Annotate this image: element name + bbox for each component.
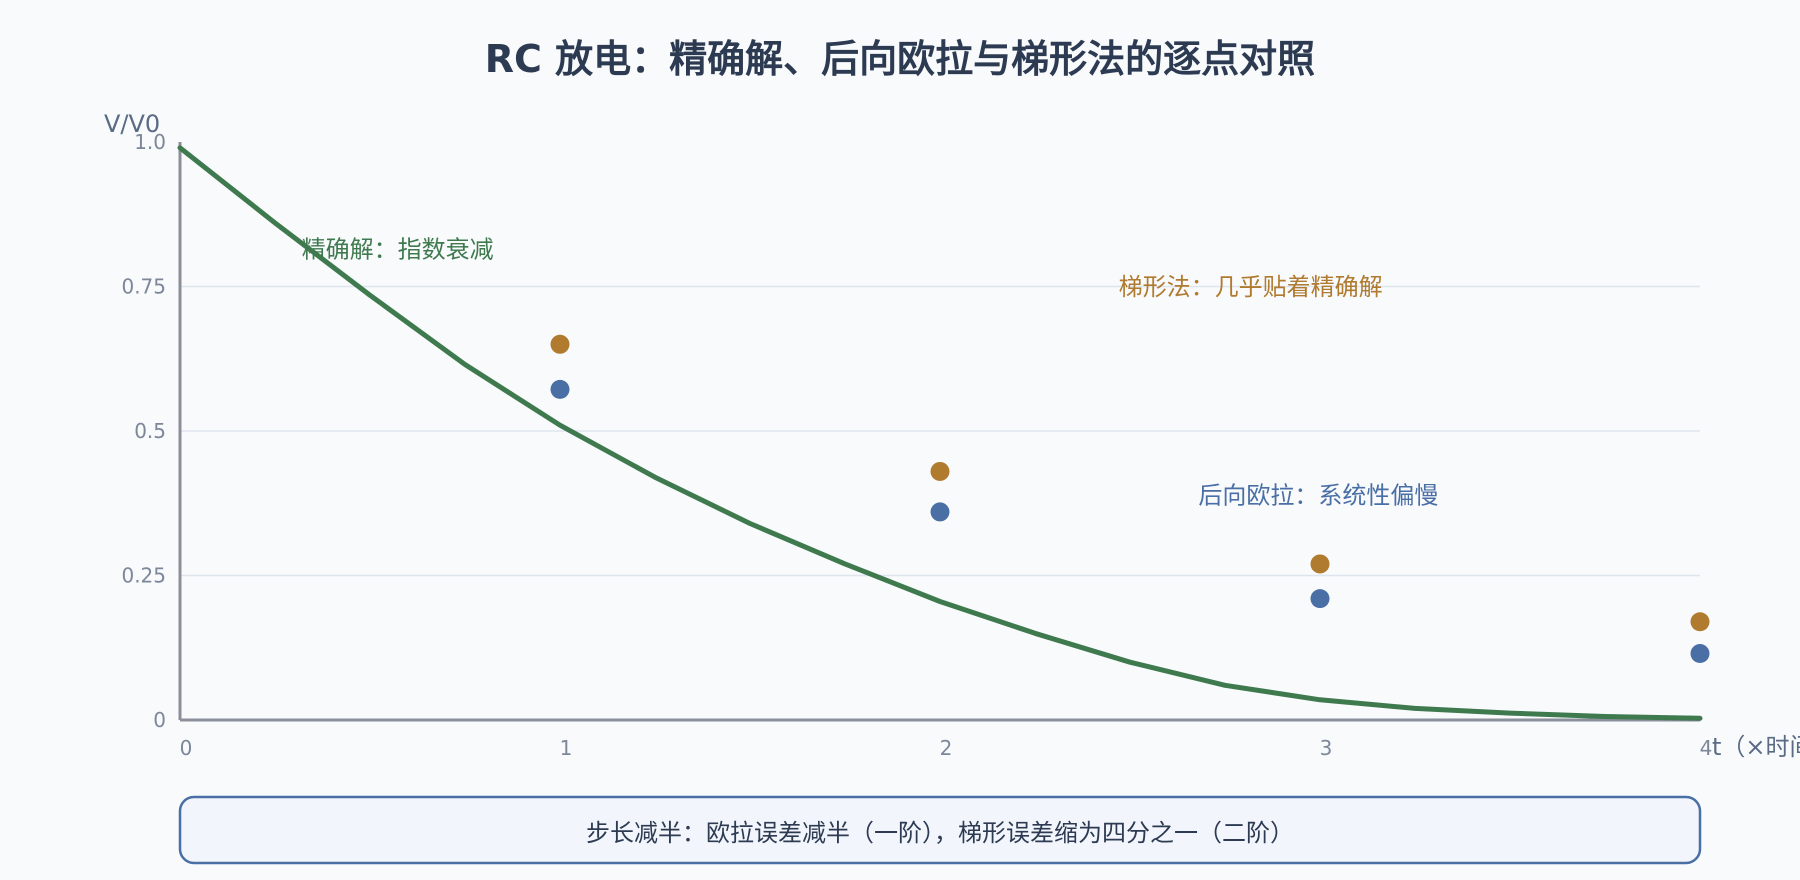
x-tick-label: 3 — [1320, 736, 1333, 760]
y-tick-label: 1.0 — [134, 130, 166, 154]
point-backward_euler — [550, 379, 570, 399]
y-tick-label: 0 — [153, 708, 166, 732]
point-backward_euler — [930, 502, 950, 522]
x-tick-label: 1 — [560, 736, 573, 760]
note-text: 步长减半：欧拉误差减半（一阶），梯形误差缩为四分之一（二阶） — [586, 819, 1294, 847]
point-backward_euler — [1310, 589, 1330, 609]
point-trapezoid — [930, 461, 950, 481]
x-tick-label: 4 — [1700, 736, 1713, 760]
y-tick-label: 0.75 — [121, 275, 166, 299]
point-trapezoid — [550, 334, 570, 354]
note-box — [178, 795, 1702, 865]
annotation-label: 精确解：指数衰减 — [302, 236, 494, 264]
annotation-label: 后向欧拉：系统性偏慢 — [1198, 481, 1438, 509]
series-line-exact — [177, 145, 1703, 721]
point-backward_euler — [1690, 644, 1710, 664]
y-tick-label: 0.5 — [134, 419, 166, 443]
chart-title: RC 放电：精确解、后向欧拉与梯形法的逐点对照 — [485, 37, 1315, 81]
grid — [180, 285, 1700, 577]
x-tick-label: 2 — [940, 736, 953, 760]
series-layer — [177, 145, 1710, 721]
x-axis-label: t（×时间 — [1712, 733, 1800, 761]
axes — [178, 142, 1700, 722]
x-tick-label: 0 — [180, 736, 193, 760]
annotation-label: 梯形法：几乎贴着精确解 — [1119, 273, 1383, 301]
y-tick-label: 0.25 — [121, 564, 166, 588]
y-axis-label: V/V0 — [104, 110, 160, 138]
point-trapezoid — [1310, 554, 1330, 574]
point-trapezoid — [1690, 612, 1710, 632]
ticks: 0 0.25 0.5 0.75 1.0 0 1 2 3 4 — [121, 130, 1712, 760]
